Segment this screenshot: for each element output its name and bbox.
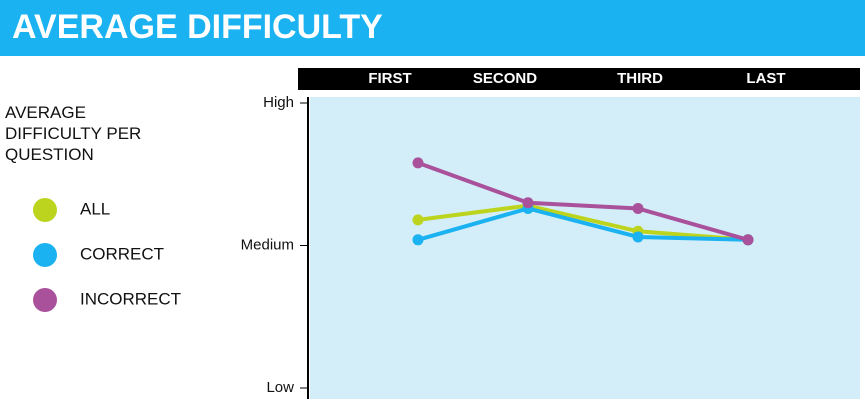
x-tick-label: FIRST	[368, 70, 411, 87]
series-line	[417, 203, 749, 242]
category-bar	[298, 68, 860, 90]
data-point	[632, 231, 644, 243]
data-point	[412, 214, 424, 226]
x-tick-label: THIRD	[617, 70, 663, 87]
legend-marker	[33, 198, 57, 222]
series-line	[417, 160, 749, 242]
x-tick-label: SECOND	[473, 70, 537, 87]
chart-title: AVERAGE DIFFICULTY	[12, 8, 383, 46]
y-tick-label: Low	[266, 379, 294, 396]
data-point	[632, 202, 644, 214]
data-point	[742, 234, 754, 246]
legend-marker	[33, 288, 57, 312]
legend-title: AVERAGE DIFFICULTY PER QUESTION	[5, 103, 142, 164]
data-point	[412, 157, 424, 169]
legend-label: CORRECT	[80, 244, 164, 263]
legend-label: INCORRECT	[80, 289, 181, 308]
series-line	[417, 206, 749, 242]
x-tick-label: LAST	[746, 70, 785, 87]
plot-area	[310, 97, 860, 399]
data-point	[522, 197, 534, 209]
legend-marker	[33, 243, 57, 267]
legend-label: ALL	[80, 199, 110, 218]
data-point	[412, 234, 424, 246]
y-tick-label: Medium	[241, 236, 294, 253]
header-bar	[0, 0, 865, 56]
y-tick-label: High	[263, 94, 294, 111]
